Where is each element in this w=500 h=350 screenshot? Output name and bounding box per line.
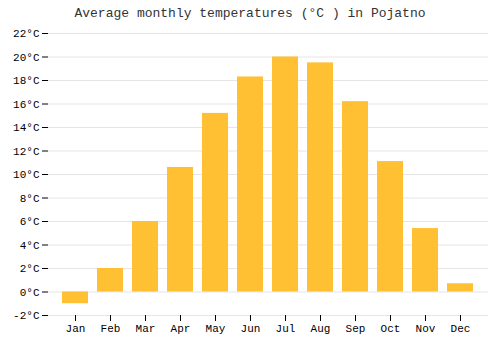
svg-text:0°C: 0°C bbox=[20, 287, 40, 299]
svg-text:-2°C: -2°C bbox=[13, 310, 40, 322]
svg-text:14°C: 14°C bbox=[13, 122, 40, 134]
svg-text:8°C: 8°C bbox=[20, 193, 40, 205]
svg-text:4°C: 4°C bbox=[20, 240, 40, 252]
svg-text:Jun: Jun bbox=[241, 323, 261, 335]
svg-text:Jul: Jul bbox=[276, 323, 296, 335]
svg-text:Jan: Jan bbox=[66, 323, 86, 335]
svg-text:6°C: 6°C bbox=[20, 216, 40, 228]
svg-text:20°C: 20°C bbox=[13, 52, 40, 64]
svg-text:18°C: 18°C bbox=[13, 75, 40, 87]
svg-text:10°C: 10°C bbox=[13, 169, 40, 181]
svg-text:Apr: Apr bbox=[171, 323, 191, 335]
svg-text:Oct: Oct bbox=[381, 323, 401, 335]
html-text:Average monthly temperatures (: Average monthly temperatures (°C ) in Po… bbox=[74, 6, 426, 21]
svg-text:2°C: 2°C bbox=[20, 263, 40, 275]
svg-text:Dec: Dec bbox=[451, 323, 471, 335]
svg-text:16°C: 16°C bbox=[13, 99, 40, 111]
svg-text:22°C: 22°C bbox=[13, 28, 40, 40]
svg-text:May: May bbox=[206, 323, 226, 335]
svg-text:Aug: Aug bbox=[311, 323, 331, 335]
svg-text:Nov: Nov bbox=[416, 323, 436, 335]
svg-text:Sep: Sep bbox=[346, 323, 366, 335]
svg-text:12°C: 12°C bbox=[13, 146, 40, 158]
svg-text:Mar: Mar bbox=[136, 323, 156, 335]
svg-text:Feb: Feb bbox=[101, 323, 121, 335]
